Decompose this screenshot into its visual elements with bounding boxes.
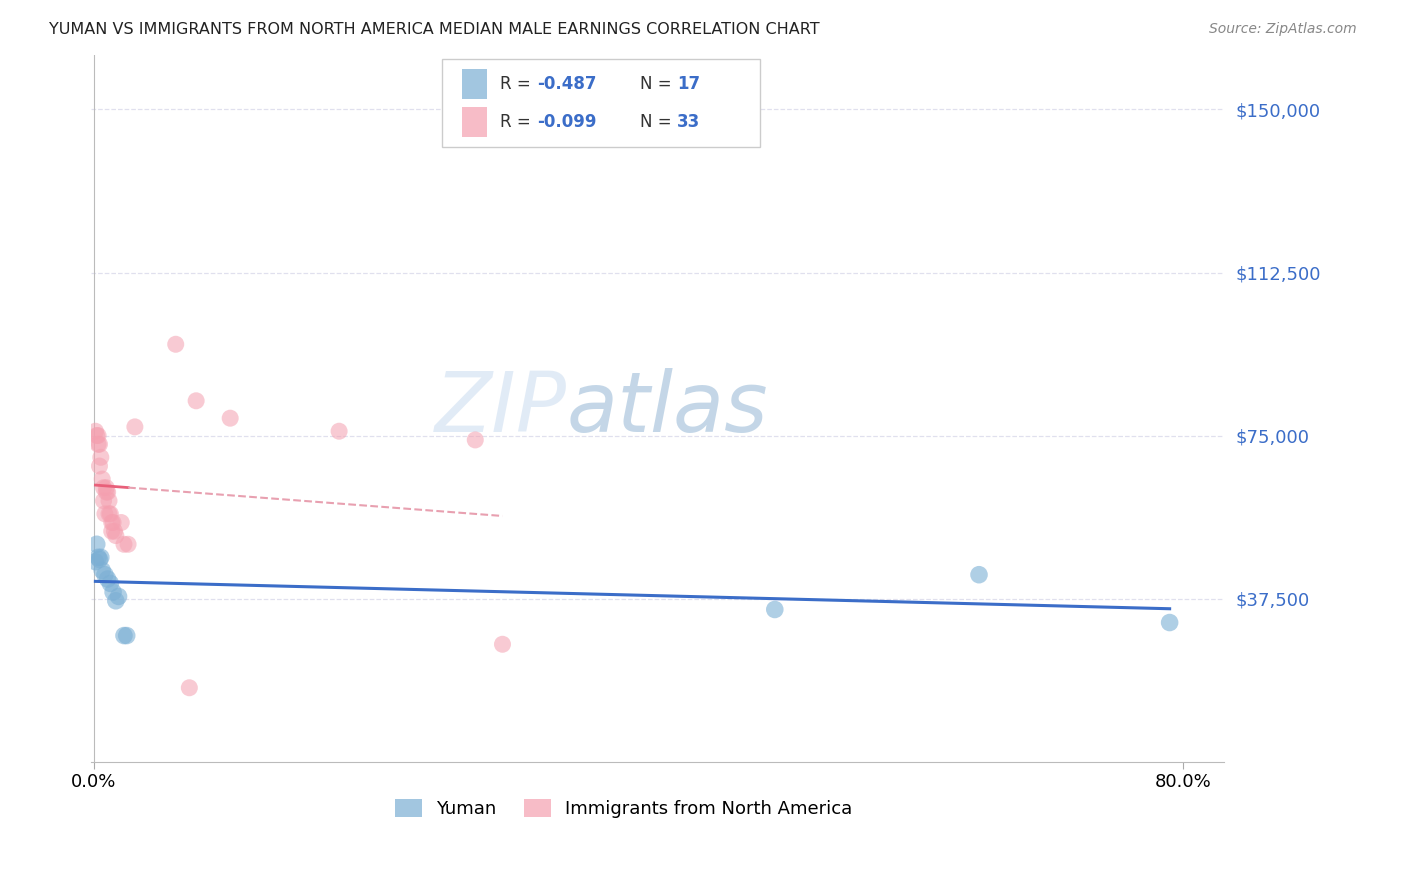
Point [100,524,122,539]
Point [98,507,121,521]
Point [90,550,112,565]
Point [117,537,139,551]
Point [96,481,118,495]
Point [91,563,114,577]
Point [86,537,108,551]
Point [124,420,146,434]
Point [101,585,124,599]
Point [93,493,115,508]
Point [98,576,121,591]
Point [96,485,118,500]
Point [219,411,242,425]
Point [112,537,135,551]
Point [89,552,111,566]
Point [165,337,187,351]
Text: ZIP: ZIP [434,368,567,449]
Point [97,485,120,500]
Point [104,528,127,542]
Point [107,590,129,604]
Point [110,516,132,530]
Point [967,567,990,582]
Text: 33: 33 [676,112,700,131]
Point [94,567,117,582]
Point [112,629,135,643]
Point [491,637,513,651]
Point [98,507,121,521]
Point [94,507,117,521]
Point [90,450,112,465]
Point [1159,615,1181,630]
Point [87,437,110,451]
Point [115,629,138,643]
Point [89,458,111,473]
Point [103,524,125,539]
Text: 17: 17 [676,75,700,93]
Point [101,516,124,530]
Text: R =: R = [501,112,536,131]
Point [186,393,208,408]
Text: N =: N = [640,75,676,93]
Point [179,681,201,695]
Legend: Yuman, Immigrants from North America: Yuman, Immigrants from North America [388,791,859,825]
Point [89,437,111,451]
Text: YUMAN VS IMMIGRANTS FROM NORTH AMERICA MEDIAN MALE EARNINGS CORRELATION CHART: YUMAN VS IMMIGRANTS FROM NORTH AMERICA M… [49,22,820,37]
Point [84,424,107,438]
Point [86,428,108,442]
Point [328,424,350,438]
Point [104,594,127,608]
Point [93,481,115,495]
Text: -0.099: -0.099 [537,112,598,131]
Point [464,433,486,447]
Text: R =: R = [501,75,536,93]
Bar [461,69,486,99]
Bar [461,107,486,136]
Text: atlas: atlas [567,368,769,449]
Point [98,493,121,508]
Point [87,550,110,565]
Point [763,602,786,616]
Point [100,516,122,530]
Point [91,472,114,486]
Text: Source: ZipAtlas.com: Source: ZipAtlas.com [1209,22,1357,37]
Point [84,555,107,569]
Text: -0.487: -0.487 [537,75,598,93]
Point [87,428,110,442]
FancyBboxPatch shape [443,59,759,147]
Text: N =: N = [640,112,676,131]
Point [97,572,120,586]
